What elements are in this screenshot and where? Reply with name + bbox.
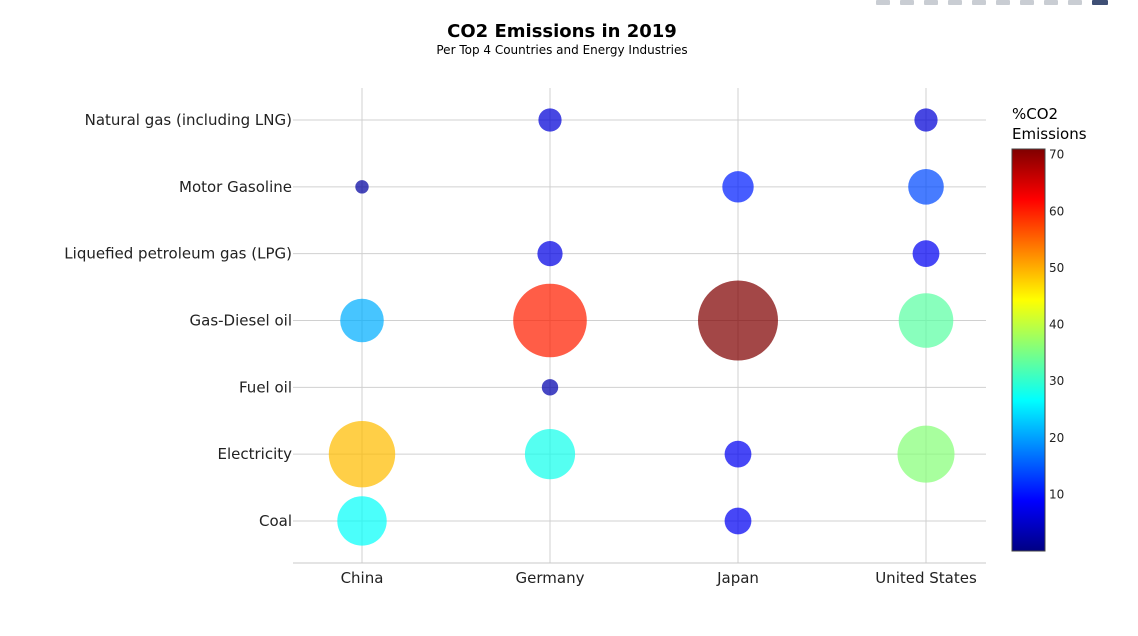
colorbar-tick-60: 60 <box>1049 204 1064 218</box>
colorbar-tick-40: 40 <box>1049 318 1064 332</box>
modebar <box>876 0 1108 6</box>
camera-icon[interactable] <box>876 0 890 5</box>
bubble-china-motor-gasoline[interactable] <box>355 180 369 194</box>
bubble-china-electricity[interactable] <box>328 420 396 488</box>
bubble-china-gas-diesel-oil[interactable] <box>340 298 384 343</box>
colorbar-tick-70: 70 <box>1049 148 1064 162</box>
bubble-germany-liquefied-petroleum-gas-lpg[interactable] <box>537 241 563 267</box>
bubble-japan-gas-diesel-oil[interactable] <box>698 280 778 361</box>
bubble-japan-motor-gasoline[interactable] <box>722 171 754 203</box>
grid <box>293 88 986 563</box>
zoom-out-icon[interactable] <box>1020 0 1034 5</box>
bubble-germany-electricity[interactable] <box>524 429 576 480</box>
box-select-icon[interactable] <box>948 0 962 5</box>
colorbar-tick-30: 30 <box>1049 374 1064 388</box>
colorbar-ticks: 10 20 30 40 50 60 70 <box>1049 148 1064 502</box>
bubble-united-states-liquefied-petroleum-gas-lpg[interactable] <box>912 240 940 268</box>
colorbar-tick-50: 50 <box>1049 261 1064 275</box>
bubbles <box>328 108 955 546</box>
plotly-logo-icon[interactable] <box>1092 0 1108 5</box>
lasso-select-icon[interactable] <box>972 0 986 5</box>
x-tick-united-states: United States <box>875 569 977 587</box>
bubble-germany-natural-gas-including-lng[interactable] <box>538 108 562 132</box>
y-tick-electricity: Electricity <box>217 445 292 463</box>
colorbar-title-line-1: %CO2 <box>1012 105 1058 123</box>
bubble-germany-gas-diesel-oil[interactable] <box>513 283 587 358</box>
autoscale-icon[interactable] <box>1044 0 1058 5</box>
zoom-in-icon[interactable] <box>996 0 1010 5</box>
y-tick-liquefied-petroleum-gas-lpg: Liquefied petroleum gas (LPG) <box>64 245 292 263</box>
y-tick-gas-diesel-oil: Gas-Diesel oil <box>190 311 292 329</box>
bubble-united-states-electricity[interactable] <box>897 425 955 483</box>
bubble-china-coal[interactable] <box>337 496 387 546</box>
x-tick-japan: Japan <box>716 569 759 587</box>
x-tick-germany: Germany <box>516 569 585 587</box>
y-tick-fuel-oil: Fuel oil <box>239 378 292 396</box>
bubble-japan-electricity[interactable] <box>724 440 752 468</box>
colorbar-title-line-2: Emissions <box>1012 125 1087 143</box>
pan-icon[interactable] <box>924 0 938 5</box>
y-tick-coal: Coal <box>259 512 292 530</box>
colorbar-tick-10: 10 <box>1049 487 1064 501</box>
y-tick-motor-gasoline: Motor Gasoline <box>179 178 292 196</box>
reset-axes-icon[interactable] <box>1068 0 1082 5</box>
bubble-japan-coal[interactable] <box>724 507 752 535</box>
zoom-icon[interactable] <box>900 0 914 5</box>
colorbar-tick-20: 20 <box>1049 431 1064 445</box>
y-tick-natural-gas-including-lng: Natural gas (including LNG) <box>85 111 292 129</box>
colorbar: %CO2 Emissions 10 20 30 40 50 60 70 <box>1011 105 1087 552</box>
bubble-united-states-gas-diesel-oil[interactable] <box>898 293 954 348</box>
x-axis-ticks: China Germany Japan United States <box>341 569 977 587</box>
bubble-united-states-motor-gasoline[interactable] <box>908 169 944 205</box>
bubble-germany-fuel-oil[interactable] <box>541 379 559 396</box>
bubble-united-states-natural-gas-including-lng[interactable] <box>914 108 938 132</box>
chart-title: CO2 Emissions in 2019 <box>447 21 677 42</box>
x-tick-china: China <box>341 569 384 587</box>
colorbar-gradient <box>1011 148 1046 552</box>
chart-subtitle: Per Top 4 Countries and Energy Industrie… <box>436 43 687 57</box>
y-axis-ticks: Coal Electricity Fuel oil Gas-Diesel oil Liq… <box>64 111 292 530</box>
